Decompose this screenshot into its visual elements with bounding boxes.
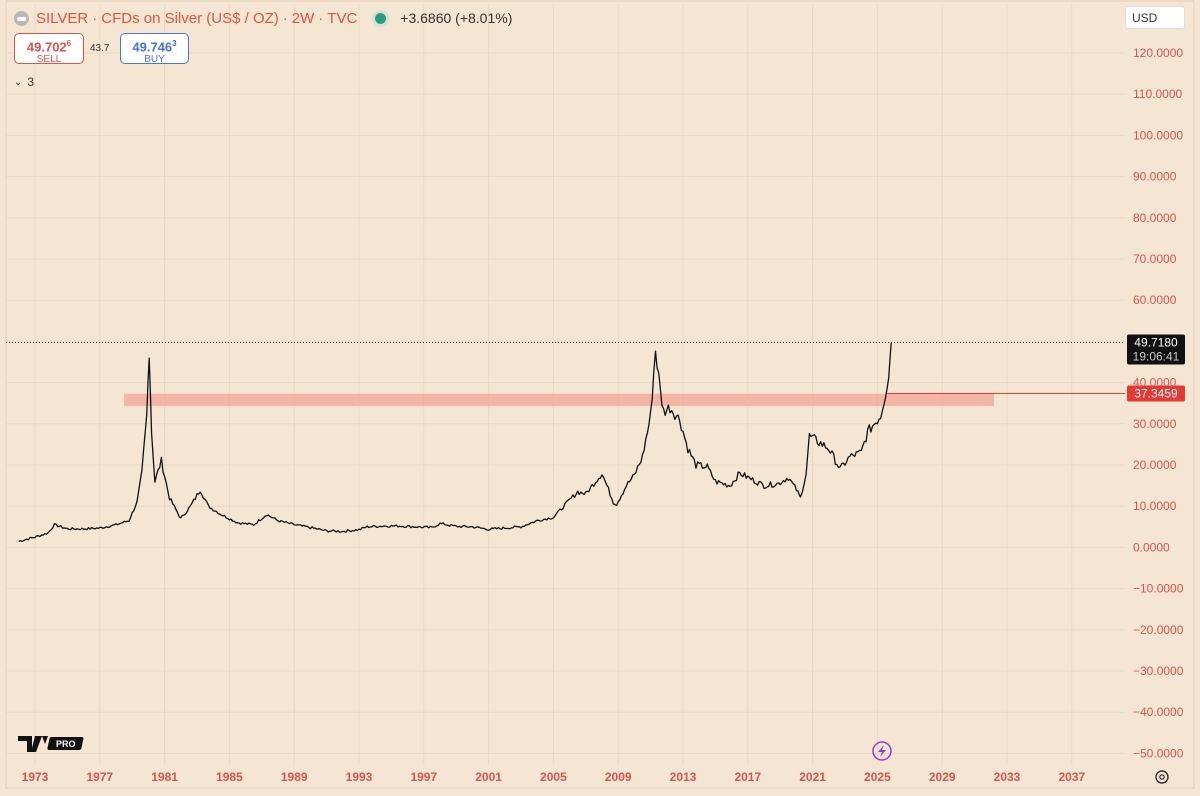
x-tick-label: 1997	[410, 770, 437, 784]
x-tick-label: 2025	[864, 770, 891, 784]
level-line	[6, 342, 1125, 395]
price-change: +3.6860 (+8.01%)	[400, 10, 513, 26]
y-tick-label: 70.0000	[1133, 252, 1177, 266]
market-status-icon	[375, 12, 387, 24]
currency-select[interactable]: USD	[1125, 6, 1185, 29]
settings-gear-icon[interactable]	[1155, 770, 1169, 784]
y-tick-label: 20.0000	[1133, 458, 1177, 472]
sell-button[interactable]: 49.7026 SELL	[14, 33, 84, 66]
tradingview-pro-logo: PRO	[18, 736, 84, 752]
x-tick-label: 2037	[1058, 770, 1085, 784]
source-label: TVC	[327, 9, 358, 27]
separator: ·	[92, 9, 98, 27]
grid-lines	[6, 5, 1125, 765]
buy-price-main: 49.746	[132, 39, 173, 55]
chevron-down-icon: ⌄	[14, 76, 23, 88]
sell-label: SELL	[36, 54, 62, 66]
pro-badge	[47, 737, 84, 750]
countdown-tag: 19:06:41	[1133, 350, 1180, 364]
x-tick-label: 1989	[281, 770, 308, 784]
current-price-tag: 49.7180	[1134, 336, 1178, 350]
pro-label: PRO	[56, 739, 76, 749]
y-tick-label: −30.0000	[1133, 664, 1184, 678]
x-tick-label: 1977	[86, 770, 113, 784]
separator: ·	[318, 9, 324, 27]
support-zone-rect	[124, 393, 995, 407]
symbol-header: SILVER · CFDs on Silver (US$ / OZ) · 2W …	[14, 8, 512, 28]
x-tick-label: 2009	[605, 770, 632, 784]
y-tick-label: 90.0000	[1133, 170, 1177, 184]
x-tick-label: 2013	[670, 770, 697, 784]
currency-label: USD	[1132, 11, 1158, 25]
y-tick-label: 110.0000	[1133, 87, 1182, 101]
x-tick-label: 2001	[475, 770, 502, 784]
y-tick-label: −20.0000	[1133, 623, 1184, 637]
sell-price-sup: 6	[66, 39, 72, 48]
y-tick-label: 80.0000	[1133, 211, 1177, 225]
y-tick-label: 120.0000	[1133, 46, 1183, 60]
y-tick-label: 30.0000	[1133, 417, 1177, 431]
support-zone	[124, 393, 995, 407]
y-tick-label: 100.0000	[1133, 128, 1183, 142]
buy-price: 49.7463	[121, 37, 188, 53]
x-tick-label: 1981	[151, 770, 178, 784]
x-tick-label: 1973	[22, 770, 49, 784]
price-series	[18, 342, 892, 542]
y-tick-label: 0.0000	[1133, 540, 1170, 554]
y-tick-label: 60.0000	[1133, 293, 1177, 307]
chart-border	[5, 0, 1195, 789]
current-price-tag-bg	[1127, 334, 1185, 365]
symbol-name[interactable]: SILVER	[36, 9, 89, 27]
interval-label[interactable]: 2W	[291, 9, 315, 27]
buy-button[interactable]: 49.7463 BUY	[120, 33, 189, 66]
x-tick-label: 2017	[734, 770, 761, 784]
sell-price: 49.7026	[15, 37, 83, 53]
price-series-line	[18, 342, 892, 542]
separator: ·	[282, 9, 288, 27]
sell-price-main: 49.702	[26, 39, 67, 55]
y-tick-label: −40.0000	[1133, 705, 1184, 719]
y-tick-label: −10.0000	[1133, 582, 1184, 596]
y-tick-label: −50.0000	[1133, 746, 1184, 760]
buy-label: BUY	[144, 54, 165, 66]
x-tick-label: 2005	[540, 770, 567, 784]
x-tick-label: 1985	[216, 770, 243, 784]
x-axis: 1973 1977 1981 1985 1989 1993 1997 2001 2005 2009…	[22, 770, 1086, 784]
lightning-icon[interactable]	[872, 741, 892, 761]
y-tick-label: 10.0000	[1133, 499, 1177, 513]
x-tick-label: 1993	[346, 770, 373, 784]
x-tick-label: 2021	[799, 770, 826, 784]
spread-value: 43.7	[90, 43, 110, 54]
indicators-toggle[interactable]: ⌄ 3	[14, 72, 44, 92]
silver-symbol-icon	[14, 10, 29, 26]
level-tag-bg	[1127, 385, 1185, 402]
symbol-description: CFDs on Silver (US$ / OZ)	[101, 9, 279, 27]
x-tick-label: 2033	[994, 770, 1021, 784]
tv-logo-icon	[18, 736, 48, 752]
buy-price-sup: 3	[172, 39, 177, 48]
indicators-count: 3	[27, 75, 35, 89]
level-price-tag: 37.3459	[1134, 387, 1178, 401]
x-tick-label: 2029	[929, 770, 956, 784]
